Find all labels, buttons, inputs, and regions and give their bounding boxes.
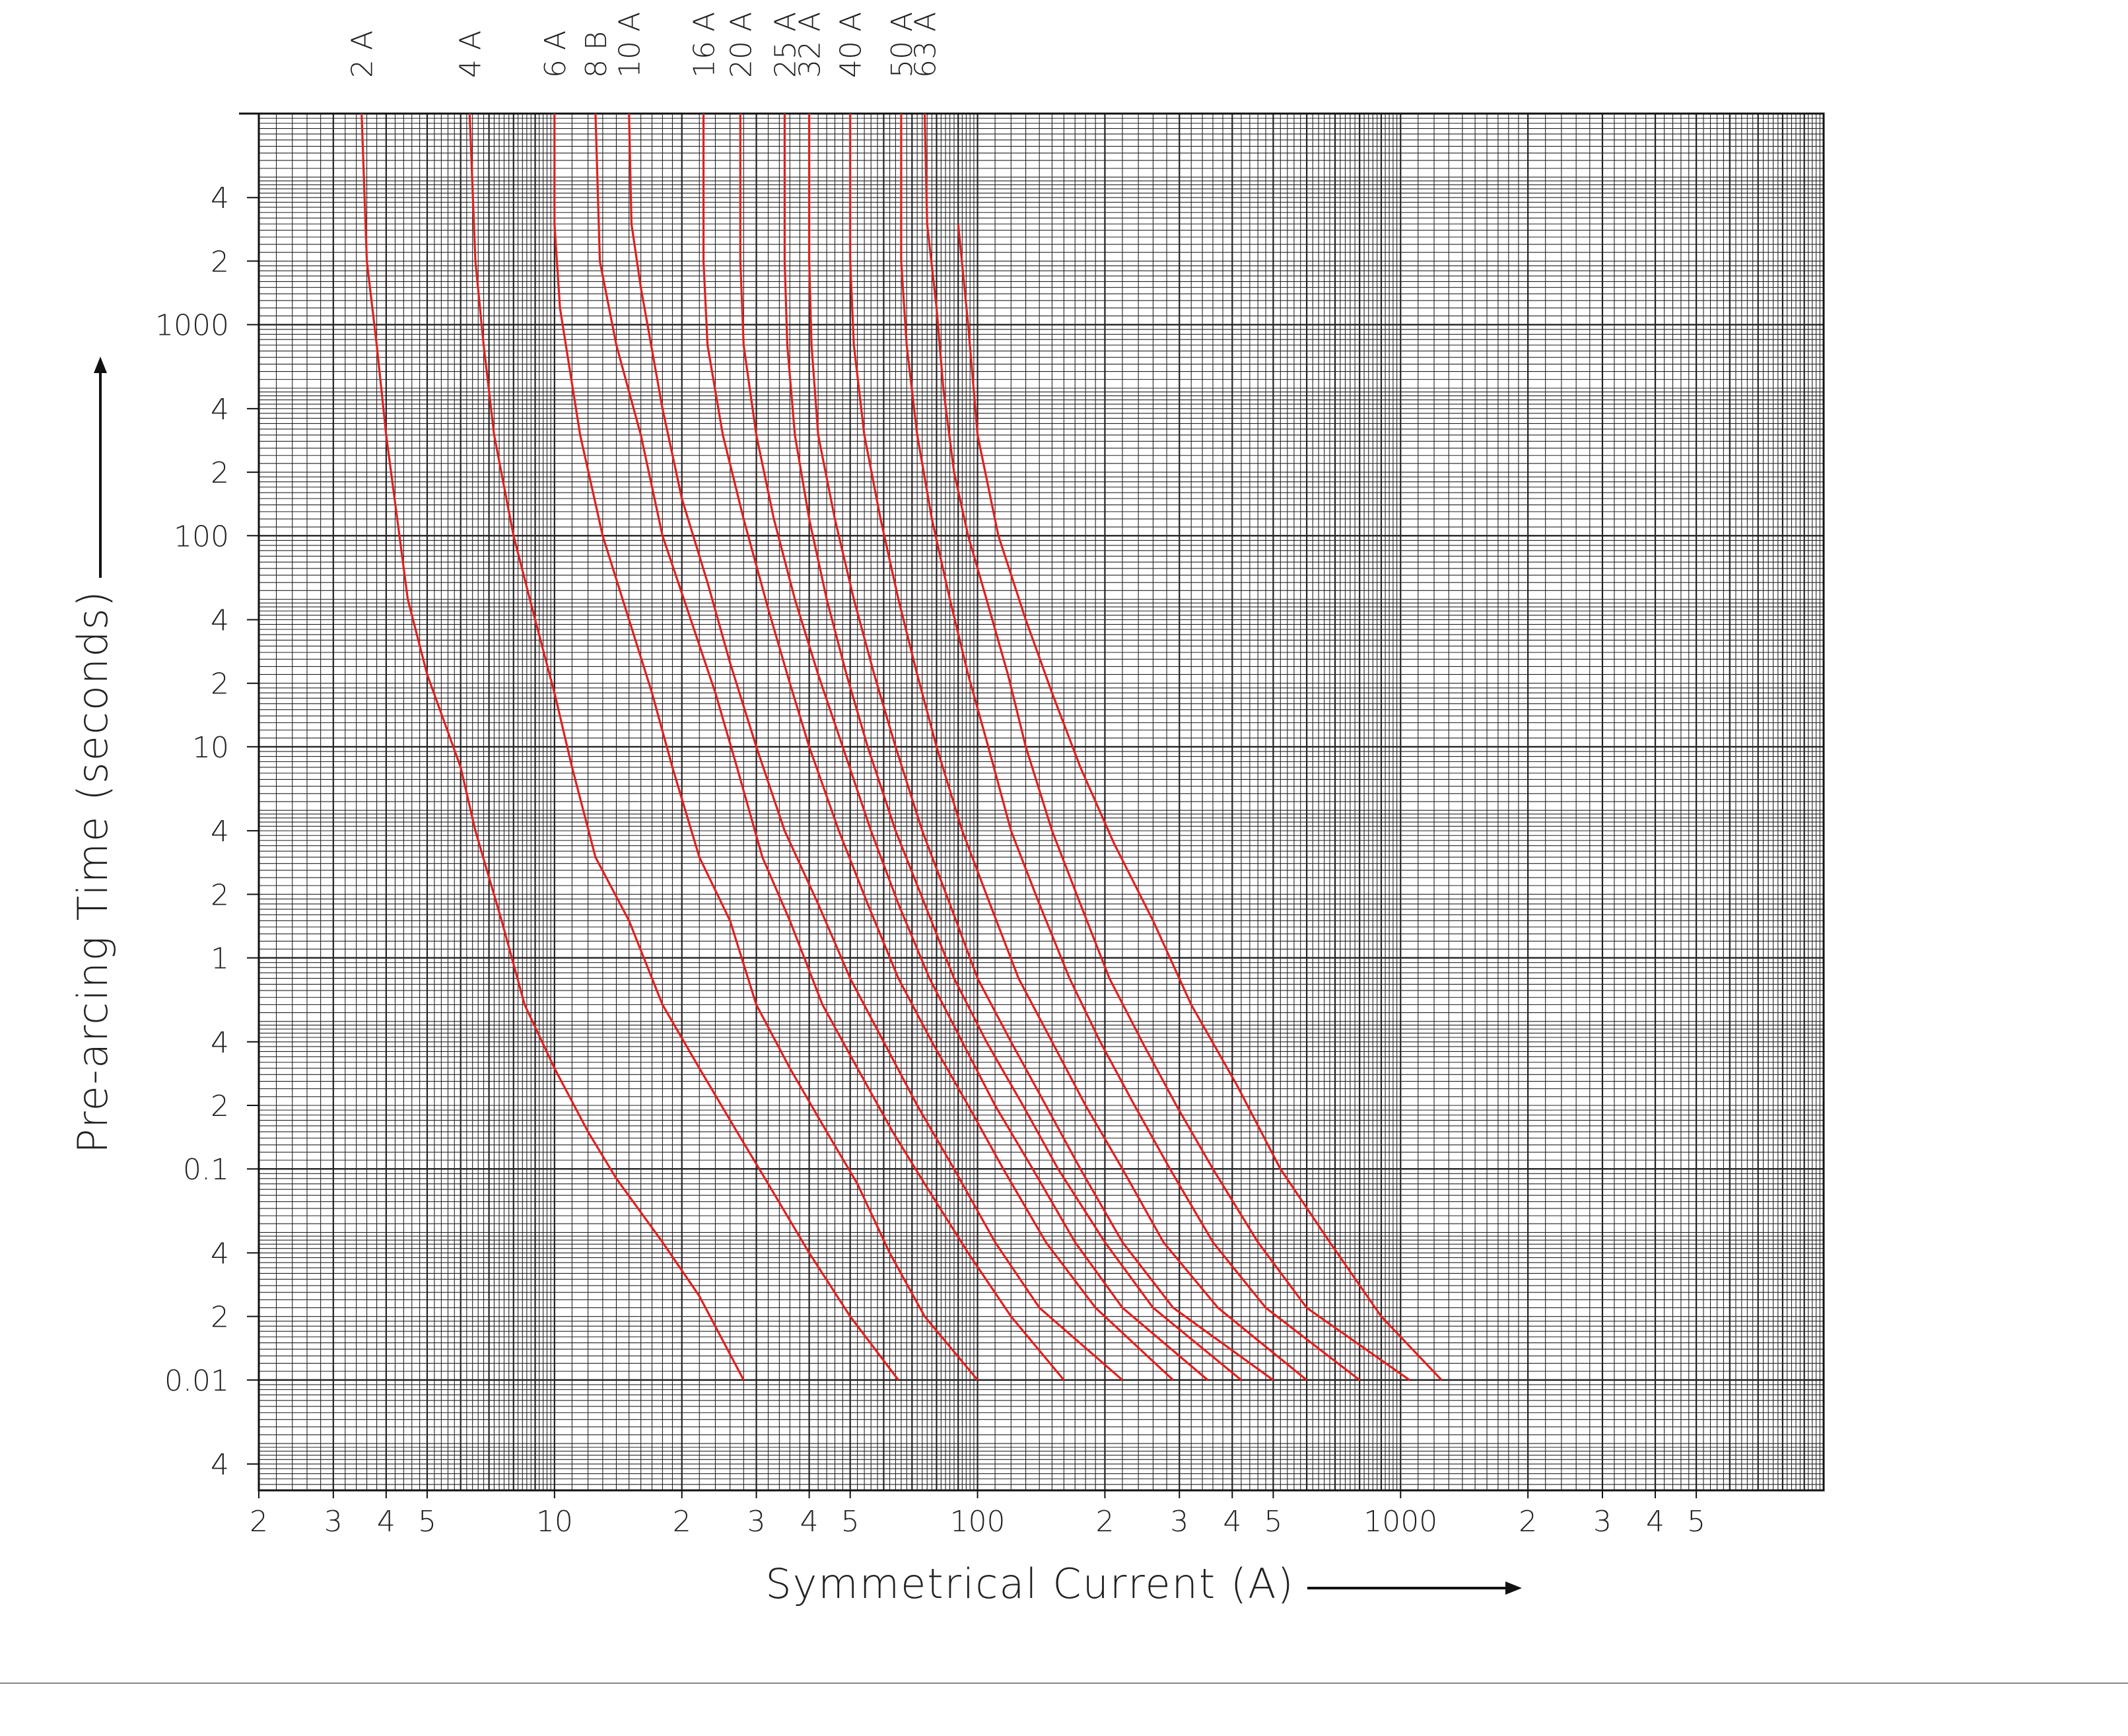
series-label-6-a: 6 A bbox=[539, 30, 572, 78]
chart-grid bbox=[259, 114, 1824, 1490]
x-axis-arrow-head bbox=[1505, 1581, 1522, 1595]
x-tick-label: 1000 bbox=[1363, 1505, 1437, 1539]
series-label-8-b: 8 B bbox=[580, 31, 613, 78]
x-tick-label: 5 bbox=[1687, 1505, 1705, 1539]
y-tick-label: 2 bbox=[211, 1301, 229, 1335]
x-tick-label: 4 bbox=[1223, 1505, 1241, 1539]
series-label-4-a: 4 A bbox=[454, 30, 487, 78]
x-tick-label: 2 bbox=[250, 1505, 268, 1539]
y-tick-label: 10 bbox=[192, 731, 229, 765]
plot-border bbox=[259, 114, 1824, 1490]
x-tick-label: 10 bbox=[536, 1505, 573, 1539]
y-tick-label: 4 bbox=[211, 1026, 229, 1060]
y-tick-label: 1000 bbox=[155, 309, 229, 343]
y-tick-label: 0.01 bbox=[164, 1364, 229, 1398]
x-axis-title: Symmetrical Current (A) bbox=[765, 1560, 1294, 1608]
series-label-16-a: 16 A bbox=[687, 12, 721, 78]
y-axis-title: Pre-arcing Time (seconds) bbox=[69, 590, 117, 1154]
y-tick-label: 100 bbox=[174, 520, 229, 553]
y-tick-label: 2 bbox=[211, 878, 229, 912]
x-tick-label: 2 bbox=[1519, 1505, 1537, 1539]
y-tick-label: 2 bbox=[211, 668, 229, 701]
y-tick-label: 4 bbox=[211, 182, 229, 215]
series-label-32-a: 32 A bbox=[794, 12, 827, 78]
footer-divider bbox=[0, 1683, 2128, 1684]
curve-extra bbox=[958, 224, 1441, 1380]
series-label-40-a: 40 A bbox=[835, 12, 868, 78]
x-tick-label: 4 bbox=[1646, 1505, 1665, 1539]
plot-frame bbox=[239, 114, 1824, 1490]
y-tick-label: 2 bbox=[211, 1090, 229, 1123]
x-axis-ticks: 2 3 4 5 10 2 3 4 5 100 2 3 4 5 1000 2 3 4 5 bbox=[250, 1490, 1705, 1539]
y-tick-label: 4 bbox=[211, 393, 229, 427]
series-label-20-a: 20 A bbox=[724, 12, 758, 78]
x-tick-label: 3 bbox=[1593, 1505, 1612, 1539]
y-tick-label: 2 bbox=[211, 245, 229, 279]
y-tick-label: 4 bbox=[211, 815, 229, 849]
y-tick-label: 4 bbox=[211, 604, 229, 637]
x-tick-label: 2 bbox=[673, 1505, 691, 1539]
x-tick-label: 3 bbox=[1170, 1505, 1188, 1539]
series-label-63-a: 63 A bbox=[909, 12, 943, 78]
x-tick-label: 3 bbox=[324, 1505, 343, 1539]
x-tick-label: 5 bbox=[841, 1505, 860, 1539]
x-tick-label: 3 bbox=[747, 1505, 766, 1539]
x-tick-label: 4 bbox=[377, 1505, 395, 1539]
y-axis-arrow-head bbox=[94, 357, 107, 373]
x-tick-label: 2 bbox=[1095, 1505, 1114, 1539]
y-tick-label: 0.1 bbox=[183, 1153, 229, 1187]
y-tick-label: 4 bbox=[211, 1237, 229, 1270]
series-label-10-a: 10 A bbox=[613, 12, 647, 78]
x-tick-label: 5 bbox=[418, 1505, 436, 1539]
x-tick-label: 5 bbox=[1264, 1505, 1282, 1539]
series-label-2-a: 2 A bbox=[346, 30, 380, 78]
y-tick-label: 4 bbox=[211, 1448, 229, 1482]
y-tick-label: 1 bbox=[211, 942, 229, 976]
x-tick-label: 4 bbox=[800, 1505, 819, 1539]
x-tick-label: 100 bbox=[950, 1505, 1006, 1539]
y-tick-label: 2 bbox=[211, 456, 229, 490]
y-axis-ticks: 4 2 1000 4 2 100 4 2 10 4 2 1 4 2 0.1 4 2 0.01 4 bbox=[155, 182, 259, 1482]
